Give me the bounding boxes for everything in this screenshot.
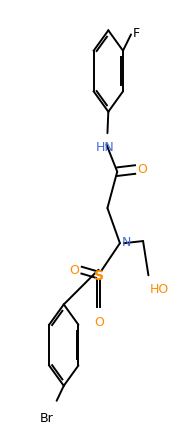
- Text: Br: Br: [39, 411, 53, 424]
- Text: S: S: [94, 269, 104, 283]
- Text: N: N: [121, 236, 131, 249]
- Text: F: F: [133, 27, 140, 40]
- Text: O: O: [138, 163, 148, 175]
- Text: HN: HN: [95, 140, 114, 153]
- Text: HO: HO: [150, 282, 169, 295]
- Text: O: O: [94, 315, 104, 329]
- Text: O: O: [69, 263, 79, 276]
